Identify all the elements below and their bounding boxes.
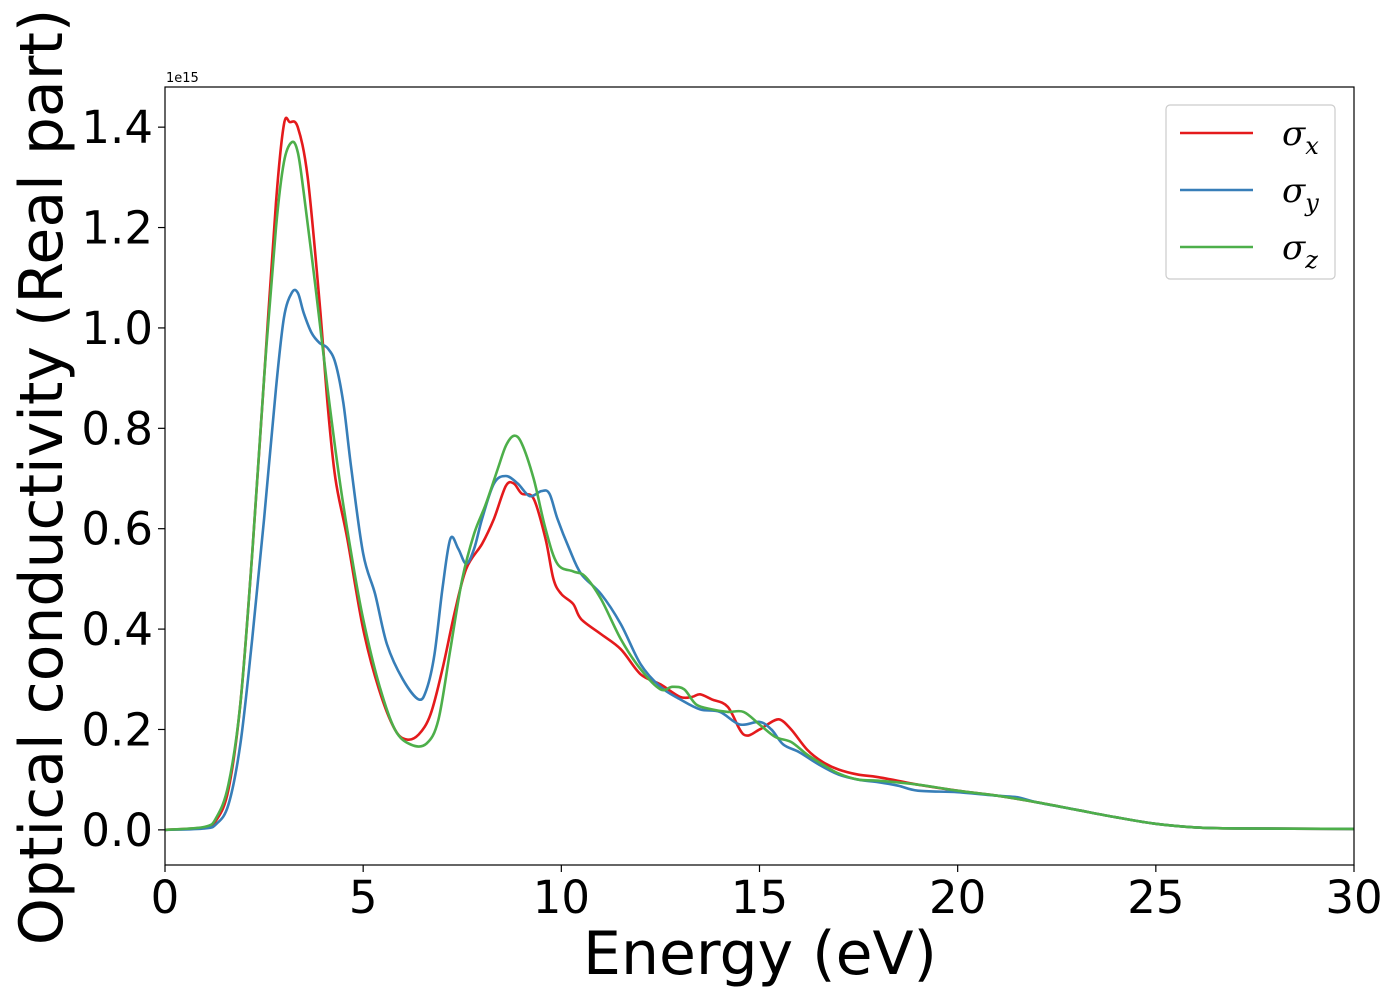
legend-box (1165, 104, 1336, 280)
y-tick-label: 1.0 (81, 302, 153, 355)
y-tick-label: 0.4 (81, 603, 153, 656)
y-tick-label: 0.6 (81, 503, 153, 556)
x-axis: 0 5 10 15 20 25 30 (151, 865, 1383, 924)
x-tick-label: 10 (533, 871, 590, 924)
x-tick-label: 30 (1325, 871, 1382, 924)
y-tick-label: 1.2 (81, 202, 153, 255)
y-tick-label: 0.8 (81, 402, 153, 455)
plot-series-group (164, 116, 1355, 832)
series-line-y (164, 288, 1355, 832)
y-tick-label: 0.2 (81, 703, 153, 756)
x-tick-label: 20 (929, 871, 986, 924)
x-tick-label: 25 (1127, 871, 1184, 924)
legend-label-z: σz (1282, 228, 1318, 274)
x-axis-label: Energy (eV) (583, 919, 937, 989)
legend-label-y: σy (1282, 171, 1319, 217)
legend: σx σy σz (1165, 104, 1336, 280)
series-line-x (164, 116, 1355, 832)
x-tick-label: 0 (151, 871, 180, 924)
x-tick-label: 5 (349, 871, 378, 924)
y-tick-label: 0.0 (81, 804, 153, 857)
x-tick-label: 15 (731, 871, 788, 924)
legend-label-x: σx (1282, 114, 1319, 160)
y-axis-offset-label: 1e15 (166, 71, 199, 86)
y-axis-label: Optical conductivity (Real part) (7, 9, 77, 946)
y-axis: 0.0 0.2 0.4 0.6 0.8 1.0 1.2 1.4 (81, 101, 165, 857)
y-tick-label: 1.4 (81, 101, 153, 154)
series-line-z (164, 140, 1355, 832)
